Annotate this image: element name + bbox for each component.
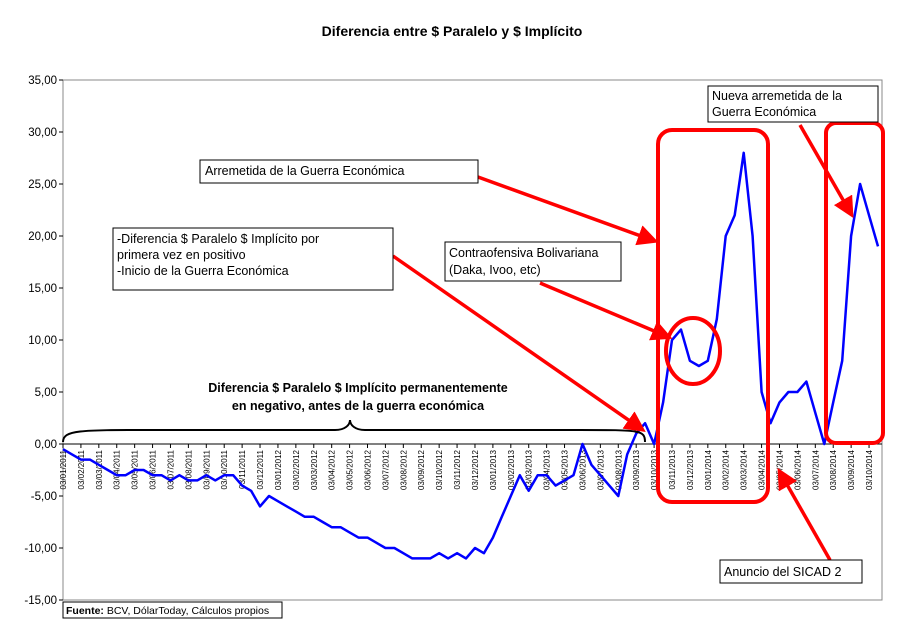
y-tick-label: -10,00 [24, 543, 57, 555]
x-tick-label: 03/10/2014 [865, 449, 874, 490]
x-tick-label: 03/11/2012 [453, 449, 462, 489]
x-tick-label: 03/03/2011 [95, 449, 104, 489]
arrow [798, 124, 854, 219]
source: Fuente: BCV, DólarToday, Cálculos propio… [66, 605, 269, 617]
x-tick-label: 03/01/2012 [274, 449, 283, 490]
x-tick-label: 03/09/2011 [202, 449, 211, 489]
series-line [62, 151, 880, 560]
x-tick-label: 03/02/2011 [77, 449, 86, 489]
x-tick-label: 03/10/2011 [220, 449, 229, 489]
y-tick-label: 10,00 [28, 335, 57, 347]
x-tick-label: 03/12/2012 [471, 449, 480, 490]
annotation: Guerra Económica [712, 105, 816, 119]
arrow [477, 175, 659, 246]
highlight [824, 121, 885, 445]
x-tick-label: 03/09/2013 [632, 449, 641, 490]
x-tick-label: 03/04/2012 [328, 449, 337, 490]
x-tick-label: 03/04/2014 [758, 449, 767, 490]
annotation-box [719, 559, 863, 584]
arrow [777, 467, 832, 561]
x-tick-label: 03/05/2014 [775, 449, 784, 490]
x-tick-label: 03/10/2013 [650, 449, 659, 490]
y-tick-label: 20,00 [28, 231, 57, 243]
x-tick-label: 03/01/2011 [59, 449, 68, 489]
y-tick-label: 5,00 [35, 387, 57, 399]
x-tick-label: 03/03/2014 [740, 449, 749, 490]
x-tick-label: 03/11/2011 [238, 449, 247, 488]
annotation: Nueva arremetida de la [712, 89, 842, 103]
x-tick-label: 03/11/2013 [668, 449, 677, 489]
y-tick-label: -15,00 [24, 595, 57, 607]
annotation: (Daka, Ivoo, etc) [449, 263, 541, 277]
x-tick-label: 03/06/2014 [793, 449, 802, 490]
x-tick-label: 03/08/2012 [399, 449, 408, 490]
x-tick-label: 03/02/2013 [507, 449, 516, 490]
y-tick-label: 25,00 [28, 179, 57, 191]
x-tick-label: 03/01/2014 [704, 449, 713, 490]
annotation-box [112, 227, 394, 291]
source-box [62, 601, 283, 619]
x-tick-label: 03/03/2013 [525, 449, 534, 490]
source-label: Fuente: [66, 605, 104, 617]
annotation-box [707, 85, 879, 123]
x-tick-label: 03/01/2013 [489, 449, 498, 490]
x-tick-label: 03/02/2014 [722, 449, 731, 490]
x-tick-label: 03/07/2011 [166, 449, 175, 489]
x-tick-label: 03/12/2011 [256, 449, 265, 489]
y-tick-label: 30,00 [28, 127, 57, 139]
annotation: primera vez en positivo [117, 248, 246, 262]
x-tick-label: 03/08/2014 [829, 449, 838, 490]
x-tick-label: 03/10/2012 [435, 449, 444, 490]
y-tick-label: 0,00 [35, 439, 57, 451]
x-tick-label: 03/09/2012 [417, 449, 426, 490]
annotation: Anuncio del SICAD 2 [724, 565, 841, 579]
x-tick-label: 03/06/2012 [364, 449, 373, 490]
x-tick-label: 03/06/2013 [578, 449, 587, 490]
y-tick-label: -5,00 [31, 491, 57, 503]
y-tick-label: 35,00 [28, 75, 57, 87]
x-tick-label: 03/07/2013 [596, 449, 605, 490]
x-tick-label: 03/04/2013 [543, 449, 552, 490]
x-tick-label: 03/08/2011 [184, 449, 193, 489]
annotation: Diferencia $ Paralelo $ Implícito perman… [208, 381, 507, 395]
x-tick-label: 03/05/2013 [561, 449, 570, 490]
y-tick-label: 15,00 [28, 283, 57, 295]
source-text: BCV, DólarToday, Cálculos propios [107, 605, 269, 617]
annotation: en negativo, antes de la guerra económic… [232, 399, 485, 413]
chart-title: Diferencia entre $ Paralelo y $ Implícit… [322, 23, 583, 39]
arrow [539, 281, 673, 341]
annotation: Arremetida de la Guerra Económica [205, 164, 404, 178]
highlight [664, 316, 722, 386]
x-tick-label: 03/02/2012 [292, 449, 301, 490]
x-tick-label: 03/06/2011 [149, 449, 158, 489]
x-tick-label: 03/03/2012 [310, 449, 319, 490]
brace [62, 419, 646, 443]
x-tick-label: 03/07/2012 [381, 449, 390, 490]
arrow [391, 254, 646, 433]
annotation: -Diferencia $ Paralelo $ Implícito por [117, 232, 319, 246]
annotation: Contraofensiva Bolivariana [449, 246, 598, 260]
annotation: -Inicio de la Guerra Económica [117, 264, 289, 278]
x-tick-label: 03/09/2014 [847, 449, 856, 490]
highlight [656, 128, 770, 504]
x-tick-label: 03/07/2014 [811, 449, 820, 490]
x-tick-label: 03/12/2013 [686, 449, 695, 490]
annotation-box [444, 241, 622, 282]
annotation-box [199, 159, 479, 184]
x-tick-label: 03/04/2011 [113, 449, 122, 489]
x-tick-label: 03/08/2013 [614, 449, 623, 490]
x-tick-label: 03/05/2012 [346, 449, 355, 490]
